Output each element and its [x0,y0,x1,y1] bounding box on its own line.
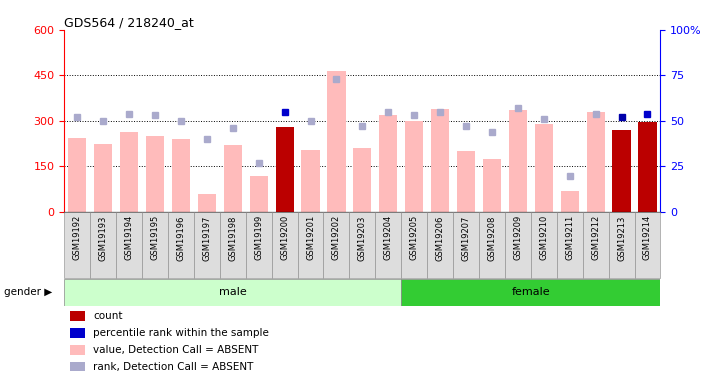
Bar [90,212,116,278]
Bar [64,212,90,278]
Text: GSM19213: GSM19213 [617,215,626,261]
Bar [298,212,323,278]
Bar [327,71,346,212]
Bar [220,212,246,278]
Text: GSM19197: GSM19197 [202,215,211,261]
Text: GSM19204: GSM19204 [384,215,393,260]
Bar [198,194,216,212]
Text: GSM19209: GSM19209 [513,215,523,260]
Bar [638,123,657,212]
Bar [68,138,86,212]
Text: male: male [219,287,246,297]
Bar [323,212,349,278]
Bar [401,279,660,306]
Text: GSM19194: GSM19194 [124,215,134,260]
Bar [301,150,320,212]
Bar [483,159,501,212]
Bar [64,279,401,306]
Text: GSM19196: GSM19196 [176,215,186,261]
Bar [194,212,220,278]
Text: count: count [93,311,122,321]
Text: GSM19201: GSM19201 [306,215,315,260]
Bar [94,144,112,212]
Text: GDS564 / 218240_at: GDS564 / 218240_at [64,16,194,29]
Bar [557,212,583,278]
Bar [635,212,660,278]
Bar [505,212,531,278]
Bar [560,190,579,212]
Text: GSM19195: GSM19195 [151,215,159,260]
Text: female: female [511,287,550,297]
Bar [271,212,298,278]
Bar [431,109,449,212]
Bar [142,212,168,278]
Bar [583,212,608,278]
Bar [120,132,138,212]
Bar [70,345,85,354]
Text: GSM19199: GSM19199 [254,215,263,260]
Bar [608,212,635,278]
Bar [276,127,293,212]
Bar [349,212,376,278]
Bar [401,212,427,278]
Bar [509,110,527,212]
Bar [405,121,423,212]
Text: value, Detection Call = ABSENT: value, Detection Call = ABSENT [93,345,258,355]
Bar [146,136,164,212]
Bar [168,212,194,278]
Text: GSM19207: GSM19207 [461,215,471,261]
Bar [223,145,242,212]
Bar [453,212,479,278]
Bar [587,112,605,212]
Text: GSM19206: GSM19206 [436,215,445,261]
Text: GSM19205: GSM19205 [410,215,418,260]
Bar [70,362,85,371]
Bar [531,212,557,278]
Bar [457,151,475,212]
Text: rank, Detection Call = ABSENT: rank, Detection Call = ABSENT [93,362,253,372]
Bar [172,139,190,212]
Text: percentile rank within the sample: percentile rank within the sample [93,328,268,338]
Bar [376,212,401,278]
Bar [379,115,398,212]
Text: GSM19203: GSM19203 [358,215,367,261]
Text: GSM19200: GSM19200 [280,215,289,260]
Text: GSM19192: GSM19192 [73,215,81,260]
Bar [613,130,630,212]
Text: GSM19212: GSM19212 [591,215,600,260]
Text: GSM19214: GSM19214 [643,215,652,260]
Bar [479,212,505,278]
Text: GSM19193: GSM19193 [99,215,108,261]
Bar [535,124,553,212]
Bar [116,212,142,278]
Bar [70,328,85,338]
Bar [70,311,85,321]
Bar [427,212,453,278]
Text: GSM19208: GSM19208 [488,215,496,261]
Bar [353,148,371,212]
Text: GSM19211: GSM19211 [565,215,574,260]
Text: gender ▶: gender ▶ [4,287,52,297]
Text: GSM19202: GSM19202 [332,215,341,260]
Bar [250,176,268,212]
Text: GSM19198: GSM19198 [228,215,237,261]
Text: GSM19210: GSM19210 [539,215,548,260]
Bar [246,212,271,278]
